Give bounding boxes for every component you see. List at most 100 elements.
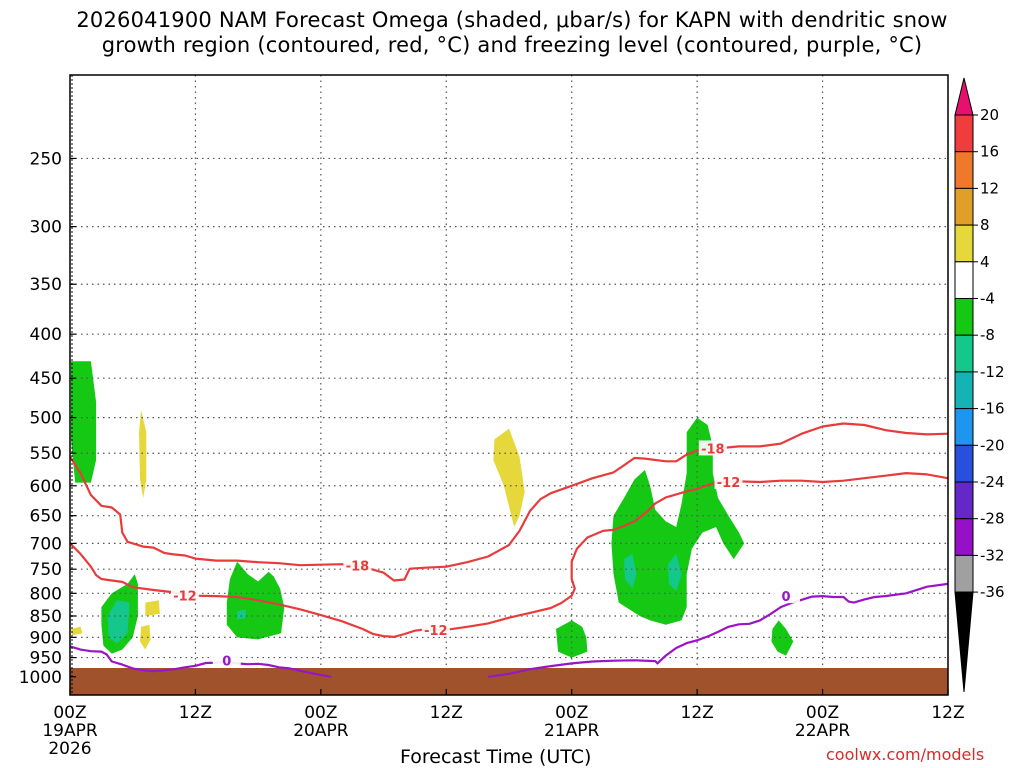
colorbar-label: 16 [980,143,999,161]
y-tick-label: 1000 [19,668,62,688]
colorbar-segment [954,518,974,556]
y-tick-label: 800 [30,584,62,604]
colorbar-label: -16 [980,400,1005,418]
omega-region [107,600,130,644]
plot-background [70,75,948,695]
x-tick-year: 2026 [48,739,91,759]
colorbar-label: -36 [980,583,1005,601]
contour-label: -12 [717,476,741,491]
contour-freezing-level [70,645,332,678]
colorbar-label: -32 [980,546,1005,564]
y-tick-label: 550 [30,444,62,464]
colorbar-label: 8 [980,216,990,234]
colorbar-segment [954,444,974,483]
x-axis-label: Forecast Time (UTC) [400,746,592,768]
colorbar: 20 16 12 8 4 -4 -8 -12 -16 -20 -24 -28 -32 -36 [954,77,1005,693]
x-tick-label: 00Z [304,703,337,723]
x-tick-label: 12Z [179,703,212,723]
contour-label: 0 [781,590,790,605]
colorbar-segment [954,371,974,410]
colorbar-label: -8 [980,326,995,344]
colorbar-segment [954,334,974,373]
colorbar-label: -12 [980,363,1005,381]
omega-region [667,553,682,591]
y-tick-label: 900 [30,628,62,648]
y-axis: 2503003504004505005506006507007508008509… [19,149,76,688]
contour-label: 0 [222,655,231,670]
omega-region [145,600,160,616]
y-tick-label: 400 [30,325,62,345]
colorbar-label: 4 [980,253,990,271]
contour-label-bg [421,621,450,637]
y-tick-label: 250 [30,149,62,169]
chart-title-line-1: 2026041900 NAM Forecast Omega (shaded, μ… [76,8,948,32]
colorbar-segment [954,408,974,446]
plot-inner: -18 -18 -12 -12 -12 0 0 [70,75,948,695]
y-tick-label: 450 [30,369,62,389]
colorbar-segment [954,224,974,263]
y-tick-label: 650 [30,507,62,527]
x-tick-label: 12Z [681,703,714,723]
colorbar-segment [954,298,974,336]
contour-freezing-level [487,582,948,678]
omega-region [611,417,745,625]
x-tick-date: 19APR [42,721,98,741]
colorbar-label: 20 [980,106,999,124]
plot-area: -18 -18 -12 -12 -12 0 0 [69,74,949,696]
contour-label-bg [343,557,372,573]
omega-region [556,620,588,658]
colorbar-segment [954,554,974,593]
colorbar-top-arrow [954,77,974,116]
ground-fill [70,668,948,695]
y-tick-label: 750 [30,560,62,580]
contour-minus18 [70,422,948,582]
colorbar-segment [954,261,974,299]
omega-region [237,609,246,620]
colorbar-segment [954,151,974,189]
contour-label-bg [212,652,241,668]
colorbar-label: -24 [980,473,1005,491]
colorbar-label: -4 [980,290,995,308]
credit-link[interactable]: coolwx.com/models [826,745,985,764]
contour-label: -18 [346,560,370,575]
omega-region [624,553,637,589]
omega-region [139,410,147,498]
y-tick-label: 500 [30,409,62,429]
colorbar-bottom-arrow [954,591,974,693]
x-tick-date: 22APR [795,721,851,741]
y-tick-label: 850 [30,607,62,627]
colorbar-segment [954,481,974,520]
x-tick-date: 20APR [293,721,349,741]
y-tick-label: 350 [30,275,62,295]
x-tick-date: 21APR [544,721,600,741]
x-tick-label: 12Z [931,703,964,723]
y-tick-label: 950 [30,649,62,669]
omega-region [771,620,794,656]
contour-label-bg [170,587,199,603]
colorbar-label: 12 [980,179,999,197]
colorbar-segment [954,114,974,153]
contour-label: -18 [701,442,725,457]
contour-label-bg [698,440,727,456]
x-tick-label: 00Z [53,703,86,723]
x-tick-label: 00Z [806,703,839,723]
colorbar-label: -20 [980,436,1005,454]
y-tick-label: 300 [30,218,62,238]
x-tick-label: 12Z [430,703,463,723]
omega-region [140,624,151,650]
chart-title-line-2: growth region (contoured, red, °C) and f… [101,33,923,57]
x-tick-label: 00Z [555,703,588,723]
omega-region [71,361,97,483]
contour-label-bg [771,588,800,604]
colorbar-label: -28 [980,510,1005,528]
colorbar-segment [954,187,974,226]
plot-frame [69,74,949,696]
contour-label-bg [714,474,743,490]
contour-label: -12 [173,590,197,605]
y-tick-label: 700 [30,534,62,554]
contour-label: -12 [424,624,448,639]
omega-region [71,626,83,636]
y-tick-label: 600 [30,477,62,497]
